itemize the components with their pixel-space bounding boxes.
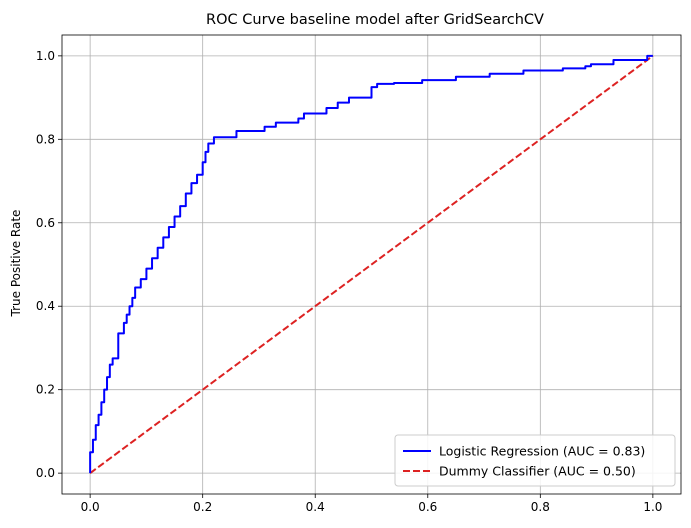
y-tick-label: 0.4 <box>36 299 55 313</box>
legend: Logistic Regression (AUC = 0.83) Dummy Cl… <box>394 434 676 487</box>
y-axis-label: True Positive Rate <box>9 210 23 318</box>
x-tick-label: 1.0 <box>643 500 662 514</box>
y-tick-label: 1.0 <box>36 49 55 63</box>
dummy-classifier-line <box>89 55 654 474</box>
x-tick-label: 0.6 <box>418 500 437 514</box>
plot-frame <box>61 34 682 495</box>
x-tick-label: 0.2 <box>193 500 212 514</box>
legend-label: Dummy Classifier (AUC = 0.50) <box>439 464 636 479</box>
chart-title: ROC Curve baseline model after GridSearc… <box>206 12 544 28</box>
grid <box>62 35 681 494</box>
x-tick-label: 0.0 <box>81 500 100 514</box>
ticks: 0.0 0.2 0.4 0.6 0.8 1.0 0.0 0.2 0.4 0.6 0.8 1.0 <box>36 49 663 514</box>
y-tick-label: 0.6 <box>36 216 55 230</box>
logistic-regression-roc-line <box>89 54 653 474</box>
series-layer <box>89 54 654 474</box>
x-tick-label: 0.8 <box>531 500 550 514</box>
y-tick-label: 0.8 <box>36 132 55 146</box>
y-tick-label: 0.2 <box>36 383 55 397</box>
legend-label: Logistic Regression (AUC = 0.83) <box>439 444 645 459</box>
legend-box <box>394 434 676 487</box>
y-tick-label: 0.0 <box>36 466 55 480</box>
x-tick-label: 0.4 <box>306 500 325 514</box>
